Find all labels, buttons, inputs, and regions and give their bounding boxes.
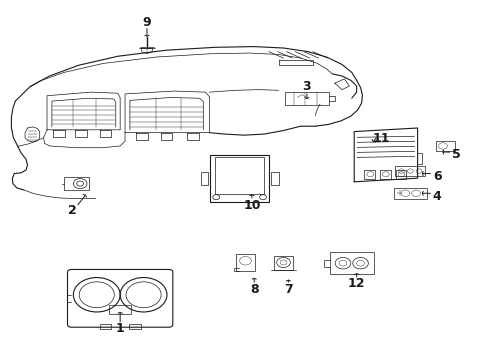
Bar — [109, 305, 131, 314]
Bar — [329, 252, 373, 274]
Bar — [63, 177, 89, 190]
Bar — [379, 170, 390, 179]
Text: 8: 8 — [249, 283, 258, 296]
Text: 5: 5 — [451, 148, 460, 161]
Bar — [210, 155, 268, 202]
Bar — [364, 170, 374, 179]
Bar — [236, 253, 254, 271]
Text: 11: 11 — [371, 132, 389, 145]
Text: 2: 2 — [68, 204, 77, 217]
Bar — [274, 256, 292, 270]
Bar — [285, 92, 328, 104]
Text: 6: 6 — [432, 170, 441, 183]
Bar — [100, 324, 111, 329]
Text: 10: 10 — [243, 199, 260, 212]
Bar — [200, 172, 208, 185]
Bar — [129, 324, 141, 329]
Text: 1: 1 — [116, 322, 124, 335]
Text: 9: 9 — [142, 16, 151, 29]
Bar — [435, 141, 454, 151]
Bar — [214, 157, 264, 194]
Text: 7: 7 — [284, 283, 292, 296]
Text: 4: 4 — [432, 190, 441, 203]
Bar — [393, 188, 426, 199]
Bar — [270, 172, 278, 185]
Text: 12: 12 — [347, 278, 365, 291]
Bar — [394, 166, 425, 176]
Text: 3: 3 — [302, 80, 310, 93]
Bar — [395, 170, 406, 179]
